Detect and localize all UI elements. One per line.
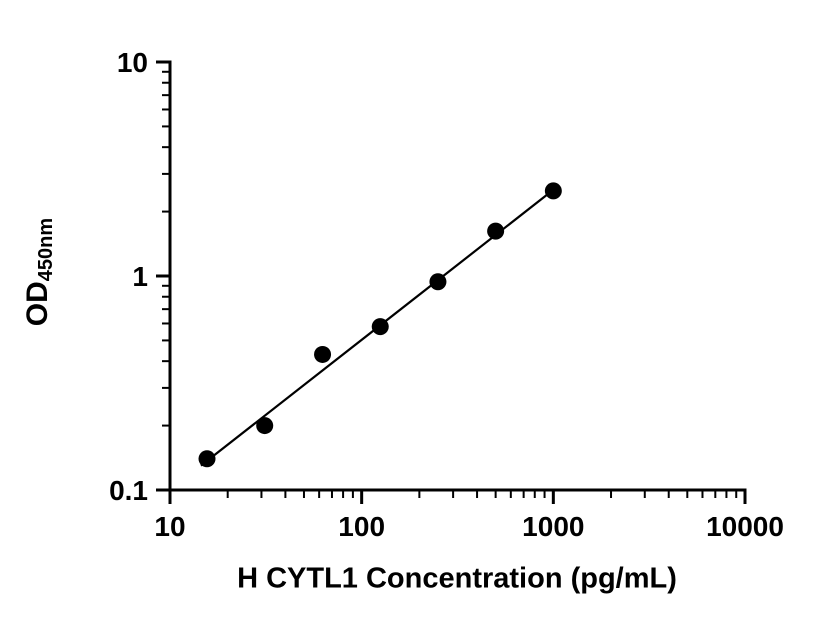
x-tick-label: 1000 — [522, 511, 584, 542]
data-point — [371, 318, 389, 336]
x-axis-label: H CYTL1 Concentration (pg/mL) — [237, 562, 677, 595]
y-tick-label: 0.1 — [109, 475, 148, 506]
y-axis-label-subscript: 450nm — [35, 217, 57, 282]
data-point — [487, 222, 505, 240]
data-point — [198, 450, 216, 468]
data-point — [256, 417, 274, 435]
y-axis-label: OD450nm — [21, 217, 57, 327]
x-tick-label: 10 — [154, 511, 185, 542]
y-tick-label: 1 — [132, 261, 148, 292]
x-tick-label: 10000 — [706, 511, 784, 542]
data-point — [314, 345, 332, 363]
y-axis-label-main: OD — [21, 281, 54, 327]
data-point — [544, 182, 562, 200]
data-point — [429, 273, 447, 291]
x-tick-label: 100 — [338, 511, 385, 542]
y-tick-label: 10 — [117, 47, 148, 78]
